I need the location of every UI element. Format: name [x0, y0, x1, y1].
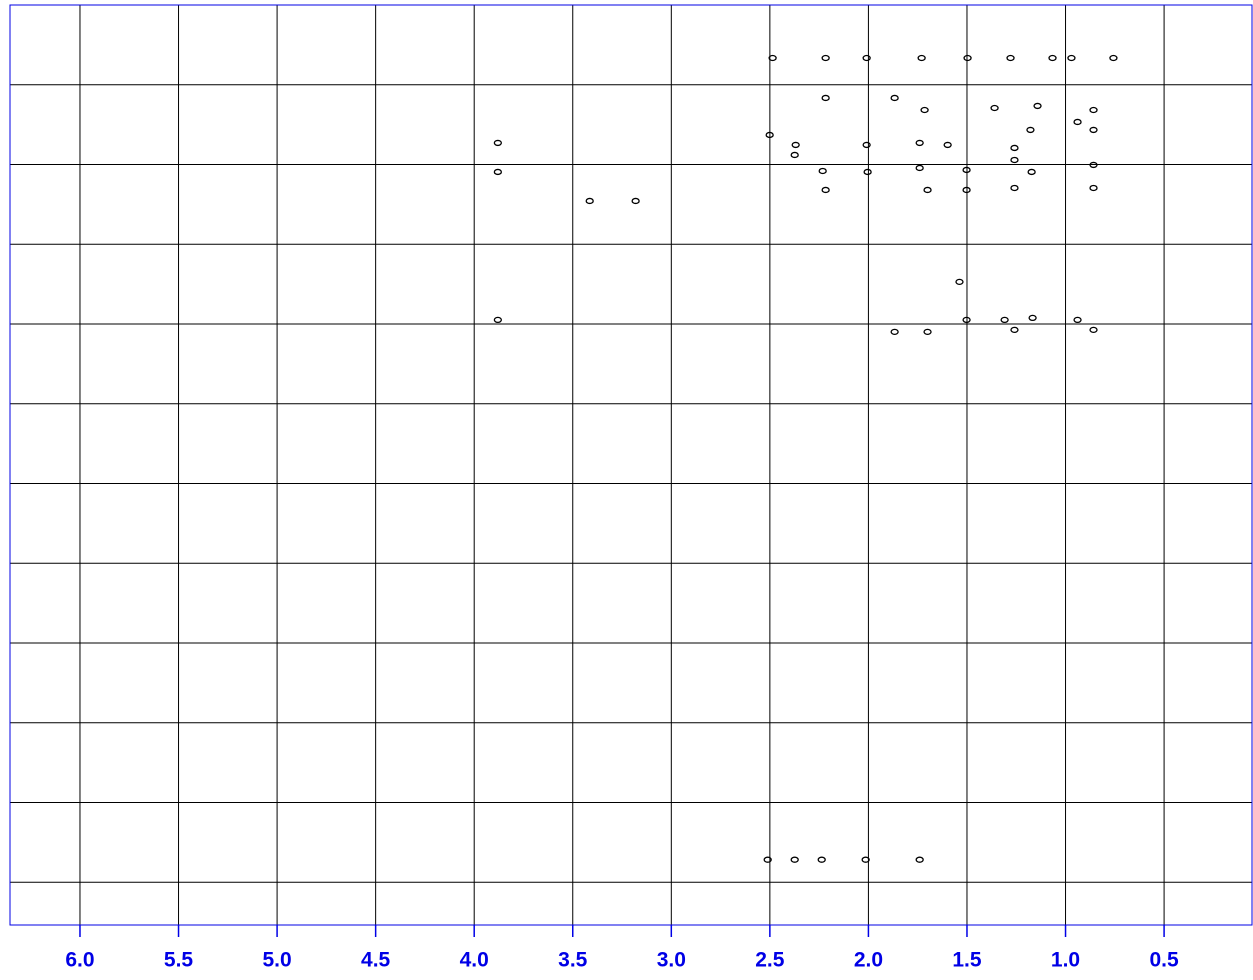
peak: [962, 316, 971, 324]
peak: [1006, 54, 1015, 62]
peak: [1109, 54, 1118, 62]
peak: [923, 186, 932, 194]
peak: [990, 104, 999, 112]
x-tick-label: 4.5: [361, 949, 391, 972]
peak: [943, 141, 952, 149]
peak: [763, 856, 772, 863]
peak: [1026, 126, 1035, 134]
peak: [917, 54, 926, 62]
peak: [920, 106, 929, 114]
peak: [493, 168, 503, 176]
peak: [1010, 144, 1019, 152]
plot-frame: [9, 4, 1253, 926]
peak: [890, 328, 899, 336]
peak: [1073, 118, 1082, 126]
peak: [915, 856, 924, 863]
peak: [1073, 316, 1082, 324]
peak: [818, 167, 827, 175]
peak: [821, 54, 830, 62]
x-tick-label: 2.0: [854, 949, 883, 972]
peak: [862, 141, 871, 149]
peak: [1010, 326, 1019, 334]
peak: [1028, 314, 1037, 322]
peak: [962, 166, 971, 174]
peak: [493, 139, 503, 147]
peak: [1027, 168, 1036, 176]
peak: [1089, 106, 1098, 114]
x-tick-label: 5.5: [164, 949, 194, 972]
peak: [861, 856, 870, 863]
peak: [1048, 54, 1057, 62]
peak: [493, 316, 503, 324]
peak: [1010, 156, 1019, 164]
peak: [631, 197, 640, 205]
peak: [1089, 126, 1098, 134]
peak: [1089, 326, 1098, 334]
peak: [585, 197, 594, 205]
peak: [890, 94, 899, 102]
peak: [1089, 184, 1098, 192]
peak: [1089, 161, 1098, 169]
x-tick-label: 2.5: [755, 949, 785, 972]
peak: [1033, 102, 1042, 110]
peak: [1010, 184, 1019, 192]
x-tick-label: 3.0: [657, 949, 686, 972]
x-tick-label: 5.0: [262, 949, 291, 972]
peak: [765, 131, 774, 139]
x-tick-label: 6.0: [65, 949, 94, 972]
x-tick-label: 1.0: [1051, 949, 1080, 972]
peak: [1067, 54, 1076, 62]
peak: [791, 141, 800, 149]
peak: [963, 54, 972, 62]
x-tick-label: 0.5: [1149, 949, 1179, 972]
peak: [790, 856, 799, 863]
peak: [817, 856, 826, 863]
peak: [863, 168, 872, 176]
peak: [915, 164, 924, 172]
peak: [821, 186, 830, 194]
x-tick-label: 4.0: [460, 949, 489, 972]
x-tick-label: 3.5: [558, 949, 588, 972]
peak: [962, 186, 971, 194]
peak: [923, 328, 932, 336]
x-tick-label: 1.5: [952, 949, 982, 972]
peak: [1000, 316, 1009, 324]
peak: [915, 139, 924, 147]
peak: [821, 94, 830, 102]
peak: [790, 151, 799, 159]
peak: [862, 54, 871, 62]
peak: [768, 54, 777, 62]
peak: [955, 278, 964, 286]
